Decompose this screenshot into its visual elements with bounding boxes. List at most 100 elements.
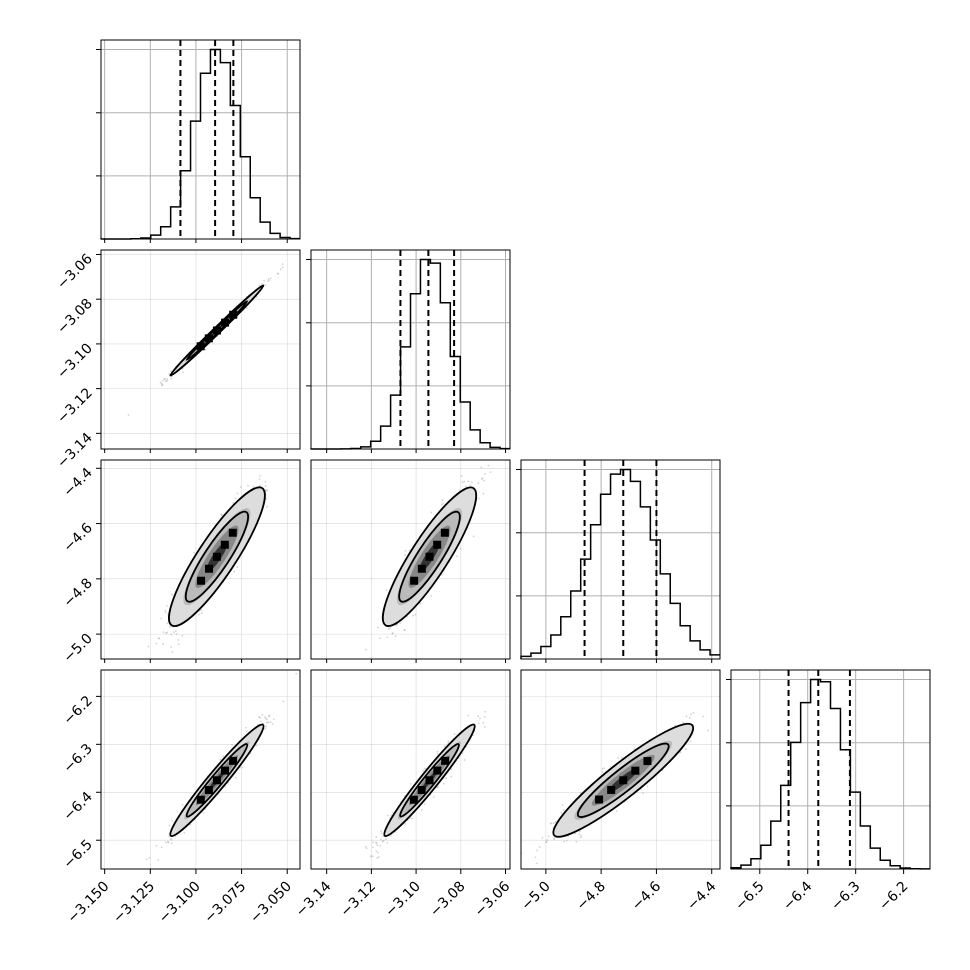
sample-point [162, 631, 165, 634]
sample-point [169, 626, 171, 628]
sample-point [702, 715, 705, 718]
sample-point [479, 717, 481, 720]
x-tick-label: −3.10 [382, 879, 424, 921]
sample-point [266, 280, 269, 283]
sample-point [461, 481, 464, 484]
sample-point [261, 713, 264, 716]
sample-point [387, 814, 389, 817]
sample-point [271, 722, 274, 725]
sample-point [535, 862, 538, 865]
sample-point [536, 849, 538, 852]
sample-point [221, 514, 223, 517]
axes-frame [310, 249, 511, 450]
sample-point [379, 637, 381, 640]
sample-point [423, 767, 426, 770]
density-peak-cell [196, 795, 205, 804]
density-peak-cell [433, 766, 442, 775]
sample-point [484, 710, 487, 713]
y-tick-label: −3.12 [54, 385, 96, 427]
density-peak-cell [619, 776, 628, 785]
sample-point [160, 846, 163, 849]
sample-point [707, 729, 709, 732]
sample-point [259, 716, 262, 719]
sample-point [482, 479, 485, 482]
sample-point [472, 734, 475, 737]
sample-point [375, 842, 378, 845]
sample-point [456, 555, 458, 558]
sample-point [578, 833, 581, 836]
y-tick-label: −3.06 [54, 251, 96, 293]
sample-point [189, 823, 192, 826]
sample-point [389, 627, 392, 630]
sample-point [177, 639, 180, 641]
density-peak-cell [220, 540, 229, 549]
sample-point [720, 702, 722, 704]
sample-point [382, 840, 385, 842]
density-peak-cell [229, 756, 238, 765]
sample-point [403, 628, 406, 631]
sample-point [358, 871, 360, 873]
sample-point [162, 643, 165, 645]
axes-frame [730, 669, 931, 870]
sample-point [463, 759, 466, 761]
sample-point [200, 609, 203, 611]
sample-point [372, 841, 375, 843]
sample-point [267, 721, 270, 724]
sample-point [403, 629, 406, 631]
sample-point [173, 631, 175, 634]
x-tick-label: −3.12 [338, 879, 380, 921]
sample-point [391, 632, 394, 635]
sample-point [174, 630, 177, 632]
sample-point [692, 712, 695, 714]
sample-point [541, 836, 544, 839]
sample-point [219, 758, 222, 761]
density-peak-cell [425, 776, 434, 785]
sample-point [269, 277, 272, 280]
x-tick-label: −3.08 [427, 879, 469, 921]
sample-point [547, 835, 550, 838]
sample-point [260, 283, 263, 285]
sample-point [690, 713, 692, 716]
sample-point [364, 648, 367, 651]
sample-point [264, 717, 267, 720]
y-tick-label: −6.3 [60, 741, 95, 776]
panel-1-1 [306, 249, 511, 453]
sample-point [265, 718, 268, 721]
sample-point [477, 482, 480, 484]
y-tick-label: −4.8 [60, 575, 95, 610]
contour-line [169, 723, 265, 838]
density-peak-cell [409, 795, 418, 804]
sample-point [453, 733, 456, 736]
x-tick-label: −3.06 [472, 878, 514, 920]
sample-point [546, 839, 549, 841]
sample-point [160, 617, 163, 620]
sample-point [366, 671, 368, 673]
sample-point [266, 505, 268, 508]
density-peak-cell [221, 318, 230, 327]
sample-point [265, 725, 267, 728]
sample-point [159, 381, 162, 384]
density-peak-cell [425, 552, 434, 561]
sample-point [578, 830, 581, 833]
sample-point [231, 743, 233, 746]
sample-point [689, 740, 692, 743]
sample-point [450, 775, 453, 778]
sample-point [679, 751, 682, 754]
density-peak-cell [205, 564, 214, 573]
sample-point [467, 714, 470, 717]
sample-point [441, 573, 443, 576]
sample-point [252, 457, 254, 459]
density-peak-cell [221, 766, 230, 775]
histogram-line [311, 258, 510, 450]
sample-point [168, 824, 171, 827]
sample-point [265, 498, 268, 500]
sample-point [245, 726, 247, 729]
sample-point [601, 771, 604, 773]
sample-point [642, 792, 644, 795]
sample-point [682, 721, 685, 724]
density-peak-cell [196, 342, 205, 351]
sample-point [387, 628, 390, 630]
sample-point [483, 726, 486, 728]
sample-point [404, 554, 407, 556]
sample-point [268, 279, 271, 282]
